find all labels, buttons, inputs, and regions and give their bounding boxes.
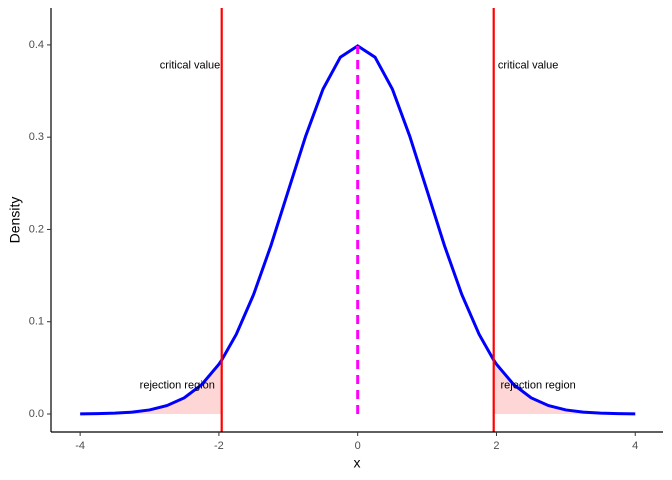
y-tick-label: 0.1	[29, 316, 44, 328]
x-tick-label: 0	[355, 440, 361, 452]
annotation: critical value	[498, 60, 559, 72]
annotation: rejection region	[500, 379, 575, 391]
y-tick-label: 0.4	[29, 39, 44, 51]
y-tick-label: 0.0	[29, 408, 44, 420]
density-curve	[80, 44, 636, 416]
y-tick-label: 0.3	[29, 131, 44, 143]
y-axis-title: Density	[7, 197, 23, 244]
rejection-area	[80, 360, 222, 415]
x-tick-label: 2	[493, 440, 499, 452]
x-tick-label: -4	[75, 440, 85, 452]
annotation: rejection region	[140, 379, 215, 391]
rejection-area	[493, 360, 636, 415]
x-tick-label: 4	[632, 440, 638, 452]
x-axis-title: x	[354, 455, 361, 471]
y-tick-label: 0.2	[29, 223, 44, 235]
annotation: critical value	[160, 60, 221, 72]
x-tick-label: -2	[214, 440, 224, 452]
